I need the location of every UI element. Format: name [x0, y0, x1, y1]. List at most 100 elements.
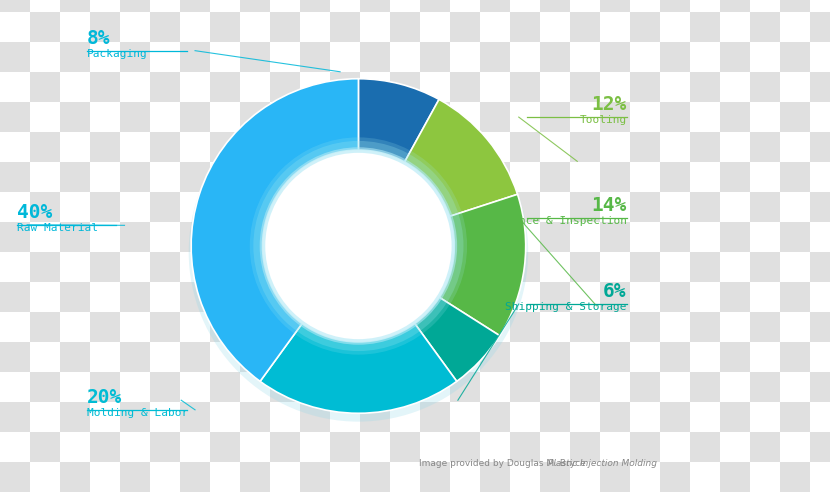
Bar — [780, 222, 810, 252]
Bar — [60, 102, 90, 132]
Bar — [630, 252, 660, 282]
Bar — [240, 222, 270, 252]
Bar — [570, 372, 600, 402]
Bar — [390, 252, 420, 282]
Bar — [480, 0, 510, 12]
Bar — [60, 462, 90, 492]
Bar — [30, 12, 60, 42]
Bar — [0, 102, 30, 132]
Bar — [330, 192, 360, 222]
Bar — [660, 0, 690, 12]
Bar — [720, 282, 750, 312]
Bar — [420, 462, 450, 492]
Bar — [30, 132, 60, 162]
Bar — [720, 0, 750, 12]
Bar — [360, 42, 390, 72]
Bar — [780, 42, 810, 72]
Bar — [780, 162, 810, 192]
Bar — [240, 342, 270, 372]
Bar — [120, 462, 150, 492]
Bar — [480, 342, 510, 372]
Bar — [420, 222, 450, 252]
Bar — [180, 0, 210, 12]
Bar — [30, 192, 60, 222]
Bar — [360, 102, 390, 132]
Bar — [570, 312, 600, 342]
Bar — [690, 432, 720, 462]
Bar — [630, 72, 660, 102]
Bar — [750, 372, 780, 402]
Bar — [330, 132, 360, 162]
Bar — [300, 0, 330, 12]
Bar — [0, 462, 30, 492]
Bar — [540, 282, 570, 312]
Text: Plastic Injection Molding: Plastic Injection Molding — [548, 460, 657, 468]
Bar — [0, 402, 30, 432]
Bar — [690, 372, 720, 402]
Bar — [30, 252, 60, 282]
Bar — [540, 162, 570, 192]
Bar — [570, 132, 600, 162]
Bar — [150, 132, 180, 162]
Bar — [150, 72, 180, 102]
Bar — [810, 12, 830, 42]
Bar — [90, 432, 120, 462]
Bar — [480, 42, 510, 72]
Bar — [720, 222, 750, 252]
Bar — [60, 0, 90, 12]
Bar — [210, 252, 240, 282]
Bar — [780, 462, 810, 492]
Text: Image provided by Douglas M. Bryce: Image provided by Douglas M. Bryce — [419, 460, 588, 468]
Bar — [90, 192, 120, 222]
Bar — [450, 372, 480, 402]
Bar — [150, 432, 180, 462]
Bar — [420, 342, 450, 372]
Bar — [180, 402, 210, 432]
Bar — [120, 0, 150, 12]
Circle shape — [188, 82, 528, 422]
Bar — [480, 102, 510, 132]
Bar — [0, 282, 30, 312]
Bar — [390, 192, 420, 222]
Wedge shape — [359, 79, 439, 162]
Bar — [390, 72, 420, 102]
Bar — [450, 252, 480, 282]
Bar — [0, 42, 30, 72]
Bar — [600, 462, 630, 492]
Bar — [540, 102, 570, 132]
Text: 20%: 20% — [87, 388, 122, 407]
Bar — [420, 102, 450, 132]
Bar — [60, 222, 90, 252]
Bar — [720, 402, 750, 432]
Bar — [600, 42, 630, 72]
Bar — [210, 132, 240, 162]
Text: 14%: 14% — [592, 196, 627, 215]
Bar — [150, 192, 180, 222]
Bar — [90, 312, 120, 342]
Bar — [270, 432, 300, 462]
Bar — [720, 162, 750, 192]
Bar — [60, 342, 90, 372]
Bar — [150, 252, 180, 282]
Bar — [510, 312, 540, 342]
Bar — [120, 102, 150, 132]
Bar — [150, 312, 180, 342]
Bar — [300, 462, 330, 492]
Bar — [270, 12, 300, 42]
Bar — [30, 72, 60, 102]
Bar — [660, 282, 690, 312]
Bar — [390, 132, 420, 162]
Bar — [300, 282, 330, 312]
Bar — [270, 312, 300, 342]
Bar — [600, 342, 630, 372]
Bar — [330, 252, 360, 282]
Bar — [390, 312, 420, 342]
Bar — [300, 162, 330, 192]
Bar — [60, 42, 90, 72]
Bar — [540, 462, 570, 492]
Bar — [480, 402, 510, 432]
Bar — [660, 462, 690, 492]
Bar — [150, 372, 180, 402]
Bar — [450, 432, 480, 462]
Bar — [720, 42, 750, 72]
